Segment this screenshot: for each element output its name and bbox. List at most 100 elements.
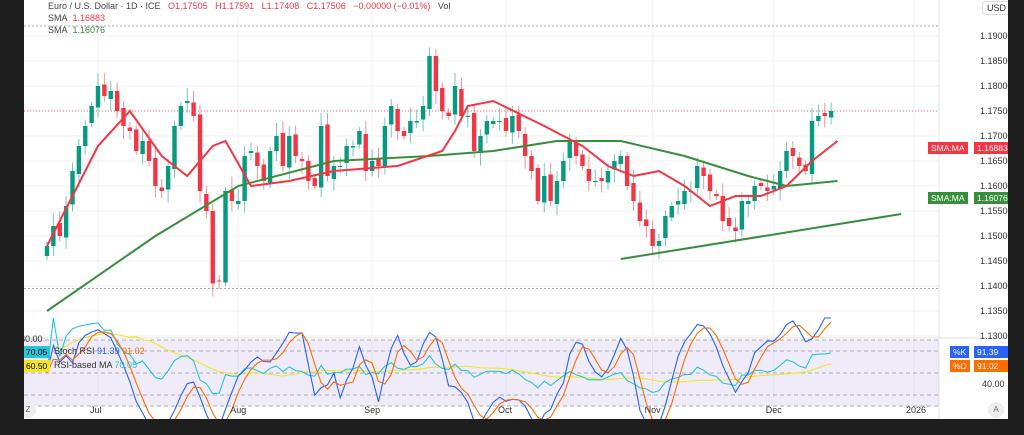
candle-body bbox=[440, 88, 445, 111]
candle-body bbox=[108, 91, 113, 99]
price-axis-label: 1.13500 bbox=[980, 306, 1008, 316]
candle-body bbox=[573, 142, 579, 156]
candle-body bbox=[650, 229, 655, 246]
candle-body bbox=[338, 166, 343, 167]
candle-body bbox=[733, 227, 738, 231]
currency-button[interactable]: USD bbox=[982, 1, 1008, 15]
candle-body bbox=[357, 131, 362, 145]
candle-body bbox=[567, 141, 572, 158]
candle-body bbox=[656, 241, 662, 246]
rsi-value: 70.05 bbox=[114, 360, 138, 370]
candle-body bbox=[287, 136, 292, 168]
candle-body bbox=[554, 181, 560, 204]
rsi-tag: 70.05 bbox=[24, 346, 50, 358]
symbol-title: Euro / U.S. Dollar · 1D · ICE bbox=[48, 1, 161, 11]
low-value: L1.17408 bbox=[261, 1, 300, 11]
candle-body bbox=[204, 194, 209, 211]
candle-body bbox=[312, 178, 317, 186]
price-axis-label: 1.15000 bbox=[980, 231, 1008, 241]
price-axis-label: 1.16500 bbox=[980, 156, 1008, 166]
osc-axis-mid: 40.00 bbox=[982, 379, 1005, 389]
sma-slow-legend[interactable]: SMA 1.16076 bbox=[48, 25, 105, 36]
price-axis-label: 1.14000 bbox=[980, 281, 1008, 291]
candle-body bbox=[344, 146, 349, 163]
price-axis-label: 1.13000 bbox=[980, 331, 1008, 341]
candle-body bbox=[746, 201, 751, 204]
candle-body bbox=[828, 111, 834, 118]
candle-body bbox=[83, 126, 88, 146]
candle-body bbox=[726, 218, 732, 226]
candle-body bbox=[465, 116, 470, 117]
candle-body bbox=[389, 106, 394, 125]
candle-body bbox=[797, 157, 802, 166]
candle-body bbox=[76, 146, 82, 174]
sma-label: SMA bbox=[48, 13, 68, 23]
k-value: 91.39 bbox=[97, 346, 120, 356]
chart-frame[interactable]: Euro / U.S. Dollar · 1D · ICE O1.17505 H… bbox=[24, 0, 1008, 419]
candle-body bbox=[637, 202, 643, 221]
candle-body bbox=[548, 174, 553, 201]
rsi-line bbox=[46, 317, 832, 395]
candle-body bbox=[261, 164, 266, 181]
sma-fast-tag-label: SMA:MA bbox=[928, 142, 968, 154]
candle-body bbox=[376, 158, 381, 166]
candle-body bbox=[44, 246, 50, 256]
candle-body bbox=[695, 166, 700, 188]
time-axis-label: Sep bbox=[364, 405, 381, 415]
candle-body bbox=[408, 121, 413, 133]
auto-scale-button[interactable]: A bbox=[988, 402, 1004, 418]
sma-slow-line bbox=[46, 140, 838, 312]
price-axis-label: 1.18000 bbox=[980, 81, 1008, 91]
candle-body bbox=[816, 116, 821, 121]
candle-body bbox=[63, 206, 69, 238]
candle-body bbox=[714, 194, 719, 196]
candle-body bbox=[491, 121, 496, 124]
candle-body bbox=[159, 187, 164, 191]
timezone-button[interactable]: Z bbox=[24, 402, 36, 418]
price-axis-label: 1.15500 bbox=[980, 206, 1008, 216]
candle-body bbox=[452, 86, 458, 115]
candle-body bbox=[248, 151, 254, 153]
candle-body bbox=[242, 156, 247, 201]
stoch-d-line bbox=[46, 321, 832, 419]
candle-body bbox=[663, 216, 668, 238]
time-axis-label: Nov bbox=[644, 405, 661, 415]
candle-body bbox=[185, 101, 190, 103]
candle-body bbox=[682, 191, 687, 204]
candle-body bbox=[102, 84, 107, 96]
rsi-ma-label: RSI-based MA bbox=[54, 360, 113, 370]
high-value: H1.17591 bbox=[215, 1, 255, 11]
price-axis-label: 1.17500 bbox=[980, 106, 1008, 116]
candle-body bbox=[363, 134, 368, 171]
price-axis-label: 1.19000 bbox=[980, 31, 1008, 41]
price-axis-label: 1.17000 bbox=[980, 131, 1008, 141]
osc-axis-top: 80.00 bbox=[24, 334, 43, 344]
candle-body bbox=[605, 171, 611, 183]
sma-value: 1.16076 bbox=[72, 25, 106, 35]
time-axis-label: Jul bbox=[90, 405, 102, 415]
sma-fast-legend[interactable]: SMA 1.16883 bbox=[48, 13, 105, 24]
sma-fast-line bbox=[46, 99, 839, 247]
stoch-k-line bbox=[46, 317, 832, 419]
candle-body bbox=[114, 91, 120, 111]
candle-body bbox=[752, 186, 757, 201]
candle-body bbox=[236, 201, 241, 204]
candle-body bbox=[420, 106, 426, 120]
candle-body bbox=[561, 161, 566, 181]
candle-body bbox=[414, 121, 419, 123]
candle-body bbox=[675, 201, 681, 205]
candle-body bbox=[612, 161, 617, 170]
candle-body bbox=[95, 86, 101, 108]
time-axis-label: Dec bbox=[765, 405, 782, 415]
candle-body bbox=[267, 151, 273, 184]
candle-body bbox=[191, 102, 196, 116]
close-value: C1.17506 bbox=[306, 1, 346, 11]
osc-legend[interactable]: Stoch RSI 91.39 91.02 bbox=[54, 346, 145, 357]
rsi-legend[interactable]: RSI-based MA 70.05 bbox=[54, 360, 137, 371]
d-tag: 91.02 bbox=[974, 360, 1008, 372]
price-chart[interactable] bbox=[24, 0, 1008, 419]
candle-body bbox=[127, 127, 133, 131]
candle-body bbox=[331, 166, 337, 179]
rsi-ma-line bbox=[46, 333, 832, 383]
candle-body bbox=[771, 186, 776, 190]
